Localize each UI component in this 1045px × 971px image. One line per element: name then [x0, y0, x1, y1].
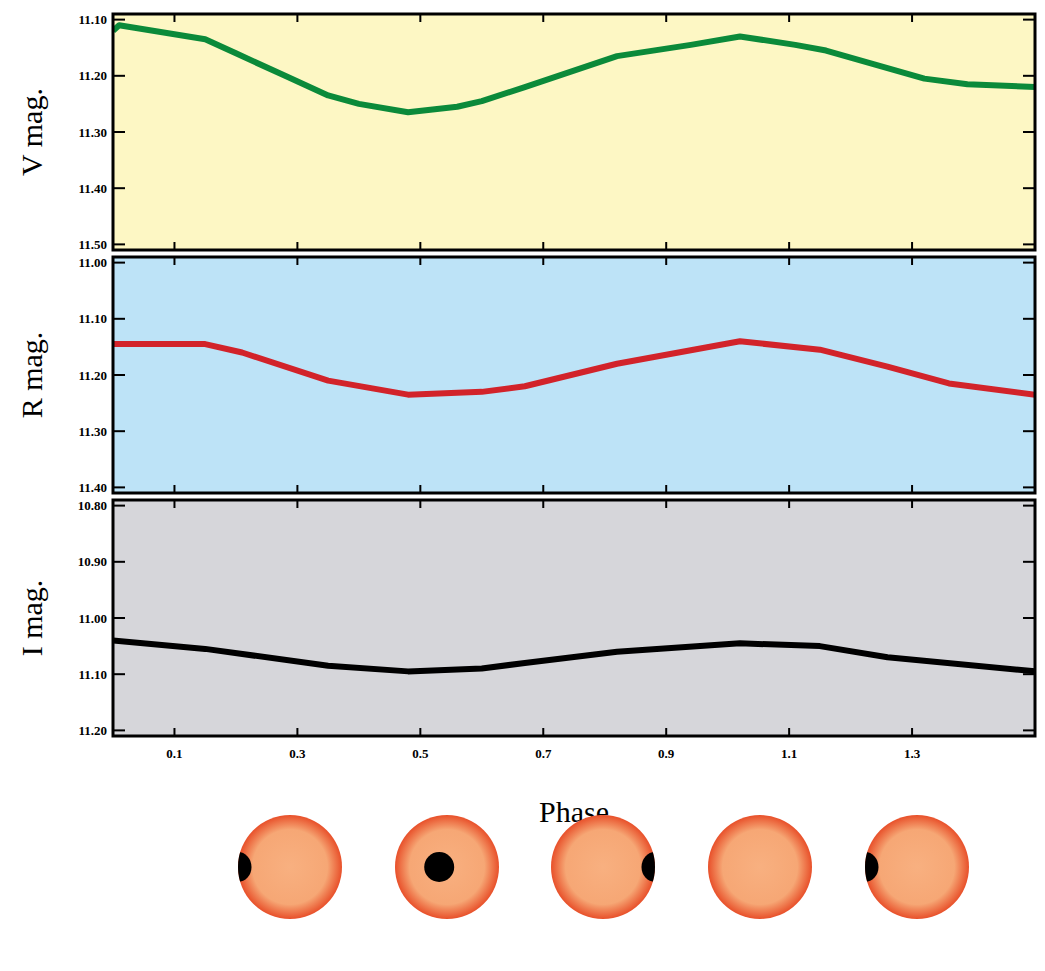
light-curve: [113, 25, 1035, 112]
data-group: [113, 341, 1035, 394]
y-tick: [113, 75, 125, 77]
y-tick: [1023, 75, 1035, 77]
y-tick-label: 11.20: [78, 68, 107, 83]
panel-background: [113, 14, 1035, 250]
star-icon: [395, 815, 499, 919]
y-tick: [1023, 673, 1035, 675]
y-tick: [113, 430, 125, 432]
y-tick: [1023, 430, 1035, 432]
star: [238, 815, 342, 919]
y-tick-label: 11.40: [78, 480, 107, 495]
y-axis-title: I mag.: [15, 580, 48, 657]
y-tick-label: 11.10: [78, 667, 107, 682]
light-curve: [113, 341, 1035, 394]
star-icon: [852, 815, 970, 919]
y-tick: [1023, 187, 1035, 189]
y-tick: [113, 617, 125, 619]
panel-frame: [113, 257, 1035, 493]
star-spot: [225, 852, 252, 882]
x-tick-label: 0.7: [535, 746, 552, 761]
y-axis-title: V mag.: [15, 88, 48, 176]
y-tick-label: 11.30: [78, 125, 107, 140]
star: [865, 815, 969, 919]
star-spot: [852, 852, 879, 882]
y-tick-label: 11.00: [78, 611, 107, 626]
y-tick: [1023, 243, 1035, 245]
y-tick: [1023, 318, 1035, 320]
y-tick-label: 11.40: [78, 181, 107, 196]
y-tick: [113, 374, 125, 376]
star: [551, 815, 655, 919]
star-spot: [424, 852, 454, 882]
y-tick-label: 11.50: [78, 237, 107, 252]
star-icon: [551, 815, 669, 919]
x-tick-label: 0.9: [658, 746, 675, 761]
y-tick: [1023, 486, 1035, 488]
y-tick-label: 11.30: [78, 424, 107, 439]
y-tick-label: 11.00: [78, 255, 107, 270]
y-tick: [1023, 561, 1035, 563]
y-tick: [113, 19, 125, 21]
y-tick: [1023, 262, 1035, 264]
x-tick-label: 0.5: [412, 746, 429, 761]
y-tick: [113, 262, 125, 264]
y-tick: [1023, 374, 1035, 376]
y-tick-label: 10.90: [78, 554, 107, 569]
y-tick: [113, 318, 125, 320]
y-tick: [113, 729, 125, 731]
y-tick: [113, 131, 125, 133]
panel-frame: [113, 500, 1035, 736]
data-group: [113, 25, 1035, 112]
star-spot: [642, 852, 669, 882]
y-tick: [113, 505, 125, 507]
y-tick: [113, 187, 125, 189]
y-tick-label: 10.80: [78, 498, 107, 513]
y-tick: [113, 673, 125, 675]
y-tick-label: 11.10: [78, 12, 107, 27]
x-tick-label: 1.3: [904, 746, 921, 761]
panel: 11.00 11.10 11.20 11.30 11.40 R mag.: [15, 255, 1035, 495]
y-tick: [1023, 617, 1035, 619]
y-tick: [1023, 19, 1035, 21]
star-icon: [708, 815, 812, 919]
panel: 10.80 10.90 11.00 11.10 11.20 0.1 0.3 0.5 0.7 0.9…: [15, 498, 1035, 828]
y-tick: [113, 243, 125, 245]
data-group: [113, 640, 1035, 671]
figure: 11.10 11.20 11.30 11.40 11.50 V mag. 11.00 11.1…: [0, 0, 1045, 971]
panel-background: [113, 500, 1035, 736]
star-icon: [225, 815, 343, 919]
x-tick-label: 1.1: [781, 746, 797, 761]
x-tick-label: 0.3: [289, 746, 306, 761]
y-tick-label: 11.20: [78, 368, 107, 383]
panel-frame: [113, 14, 1035, 250]
y-tick: [113, 561, 125, 563]
star: [395, 815, 499, 919]
y-tick: [1023, 131, 1035, 133]
y-tick-label: 11.20: [78, 723, 107, 738]
x-tick-label: 0.1: [166, 746, 182, 761]
panel: 11.10 11.20 11.30 11.40 11.50 V mag.: [15, 12, 1035, 252]
y-tick-label: 11.10: [78, 311, 107, 326]
star: [708, 815, 812, 919]
y-tick: [1023, 729, 1035, 731]
panel-background: [113, 257, 1035, 493]
y-tick: [1023, 505, 1035, 507]
y-tick: [113, 486, 125, 488]
light-curve: [113, 640, 1035, 671]
y-axis-title: R mag.: [15, 332, 48, 419]
